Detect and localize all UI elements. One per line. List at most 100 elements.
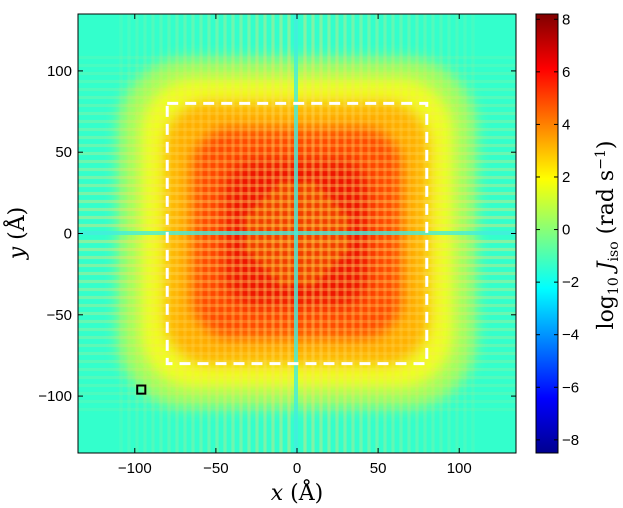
interference-spot <box>262 206 268 213</box>
interference-spot <box>278 246 284 253</box>
interference-spot <box>262 198 268 205</box>
interference-spot <box>310 206 316 213</box>
interference-spot <box>318 214 324 221</box>
interference-spot <box>310 262 316 269</box>
interference-spot <box>302 246 308 253</box>
colorbar-tick-label: 0 <box>562 222 570 239</box>
interference-spot <box>326 246 332 253</box>
interference-spot <box>310 214 316 221</box>
interference-spot <box>254 222 260 229</box>
colorbar-tick-label: 8 <box>562 11 570 28</box>
interference-spot <box>302 270 308 277</box>
interference-spot <box>302 206 308 213</box>
interference-spot <box>286 238 292 245</box>
interference-spot <box>302 278 308 285</box>
y-tick-label: 100 <box>47 63 72 80</box>
y-tick-label: 0 <box>64 226 72 243</box>
interference-spot <box>334 254 340 261</box>
interference-spot <box>302 190 308 197</box>
interference-spot <box>334 238 340 245</box>
colorbar-tick-label: 6 <box>562 64 570 81</box>
interference-spot <box>286 222 292 229</box>
interference-spot <box>342 214 348 221</box>
x-tick-label: −50 <box>203 460 228 477</box>
interference-spot <box>254 238 260 245</box>
interference-spot <box>262 238 268 245</box>
interference-spot <box>318 198 324 205</box>
colorbar-tick-label: 2 <box>562 169 570 186</box>
interference-spot <box>310 182 316 189</box>
colorbar-tick-label: 4 <box>562 116 570 133</box>
interference-spot <box>270 214 276 221</box>
interference-spot <box>318 238 324 245</box>
interference-spot <box>310 190 316 197</box>
colorbar-ticks: −8 −6 −4 −2 0 2 4 6 8 <box>536 11 579 449</box>
interference-spot <box>270 246 276 253</box>
interference-spot <box>270 262 276 269</box>
interference-spot <box>318 206 324 213</box>
interference-spot <box>286 182 292 189</box>
y-tick-label: −50 <box>47 307 72 324</box>
interference-spot <box>278 214 284 221</box>
interference-spot <box>262 254 268 261</box>
interference-spot <box>278 254 284 261</box>
interference-spot <box>286 198 292 205</box>
interference-spot <box>270 222 276 229</box>
interference-spot <box>334 214 340 221</box>
interference-spot <box>286 278 292 285</box>
interference-spot <box>286 214 292 221</box>
interference-spot <box>334 222 340 229</box>
interference-spot <box>246 238 252 245</box>
interference-spot <box>342 246 348 253</box>
interference-spot <box>334 206 340 213</box>
interference-spot <box>254 206 260 213</box>
interference-spot <box>246 246 252 253</box>
interference-spot <box>318 270 324 277</box>
interference-spot <box>302 238 308 245</box>
x-axis-label: x (Å) <box>271 478 323 506</box>
interference-spot <box>246 222 252 229</box>
x-tick-label: 0 <box>293 460 301 477</box>
interference-spot <box>326 214 332 221</box>
interference-spot <box>310 254 316 261</box>
interference-spot <box>270 198 276 205</box>
interference-spot <box>326 254 332 261</box>
x-tick-label: −100 <box>118 460 152 477</box>
x-tick-label: 100 <box>447 460 472 477</box>
interference-spot <box>326 198 332 205</box>
interference-spot <box>310 222 316 229</box>
interference-spot <box>262 246 268 253</box>
interference-spot <box>326 222 332 229</box>
interference-spot <box>278 182 284 189</box>
heatmap <box>78 14 516 453</box>
interference-spot <box>342 222 348 229</box>
colorbar-tick-label: −6 <box>562 379 579 396</box>
interference-spot <box>286 206 292 213</box>
interference-spot <box>318 222 324 229</box>
axis-ticks: −100 −50 0 50 100 −100 −50 0 50 100 <box>38 14 516 477</box>
y-axis-label: y (Å) <box>2 207 30 261</box>
interference-spot <box>302 254 308 261</box>
interference-spot <box>246 214 252 221</box>
interference-spot <box>302 222 308 229</box>
colorbar-tick-label: −8 <box>562 432 579 449</box>
interference-spot <box>278 206 284 213</box>
interference-spot <box>270 270 276 277</box>
interference-spot <box>278 198 284 205</box>
interference-spot <box>302 214 308 221</box>
interference-spot <box>286 246 292 253</box>
interference-spot <box>270 238 276 245</box>
interference-spot <box>278 222 284 229</box>
square-marker <box>136 384 147 395</box>
interference-spot <box>262 214 268 221</box>
interference-spot <box>326 206 332 213</box>
interference-spot <box>334 246 340 253</box>
interference-spot <box>286 190 292 197</box>
interference-spot <box>302 262 308 269</box>
interference-spot <box>270 254 276 261</box>
interference-spot <box>318 262 324 269</box>
interference-spot <box>278 262 284 269</box>
interference-spot <box>278 238 284 245</box>
interference-spot <box>254 246 260 253</box>
